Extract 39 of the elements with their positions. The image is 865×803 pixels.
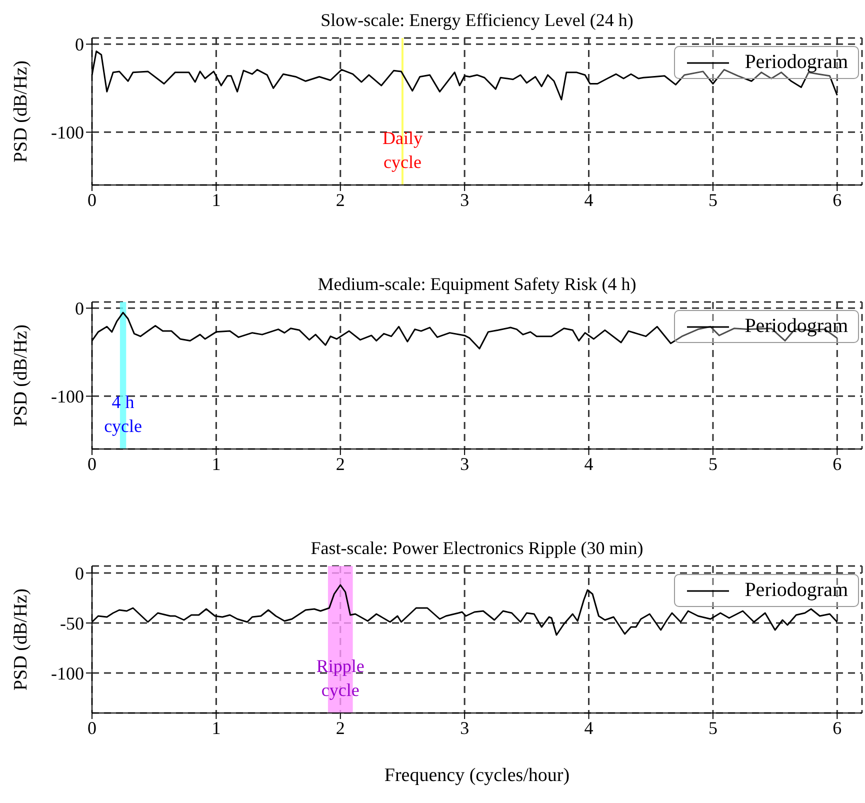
x-tick-label: 3 [460,190,470,210]
y-tick-label: 0 [75,563,84,584]
x-tick-label: 2 [336,454,345,474]
x-tick-label: 6 [832,718,842,738]
y-tick-label: -100 [51,122,84,143]
x-tick-label: 4 [584,454,594,474]
y-tick-label: 0 [75,34,84,55]
x-tick-label: 5 [708,454,718,474]
x-tick-label: 4 [584,718,594,738]
y-tick-label: -50 [60,613,84,634]
x-tick-label: 1 [212,454,221,474]
x-tick-label: 3 [460,718,470,738]
band-label: Ripple cycle [316,656,364,700]
x-tick-label: 2 [336,718,345,738]
chart-title: Slow-scale: Energy Efficiency Level (24 h) [320,9,634,32]
chart-title: Fast-scale: Power Electronics Ripple (30 min) [310,537,644,560]
legend-label: Periodogram [744,579,848,602]
y-tick-label: 0 [75,298,84,319]
x-tick-label: 0 [88,190,96,210]
x-tick-label: 5 [708,718,718,738]
x-tick-label: 2 [336,190,345,210]
band-label: 4 h cycle [104,392,142,436]
x-tick-label: 1 [212,190,221,210]
x-tick-label: 4 [584,190,594,210]
x-axis-title: Frequency (cycles/hour) [384,765,570,786]
y-axis-title: PSD (dB/Hz) [10,324,32,426]
y-tick-label: -100 [51,663,84,684]
x-tick-label: 3 [460,454,470,474]
x-tick-label: 0 [88,718,96,738]
chart-title: Medium-scale: Equipment Safety Risk (4 h) [316,273,638,296]
y-axis-title: PSD (dB/Hz) [10,588,32,690]
y-tick-label: -100 [51,386,84,407]
x-tick-label: 1 [212,718,221,738]
y-axis-title: PSD (dB/Hz) [10,60,32,162]
x-tick-label: 6 [832,454,842,474]
x-tick-label: 0 [88,454,96,474]
x-tick-label: 6 [832,190,842,210]
x-tick-label: 5 [708,190,718,210]
legend-label: Periodogram [744,51,848,74]
